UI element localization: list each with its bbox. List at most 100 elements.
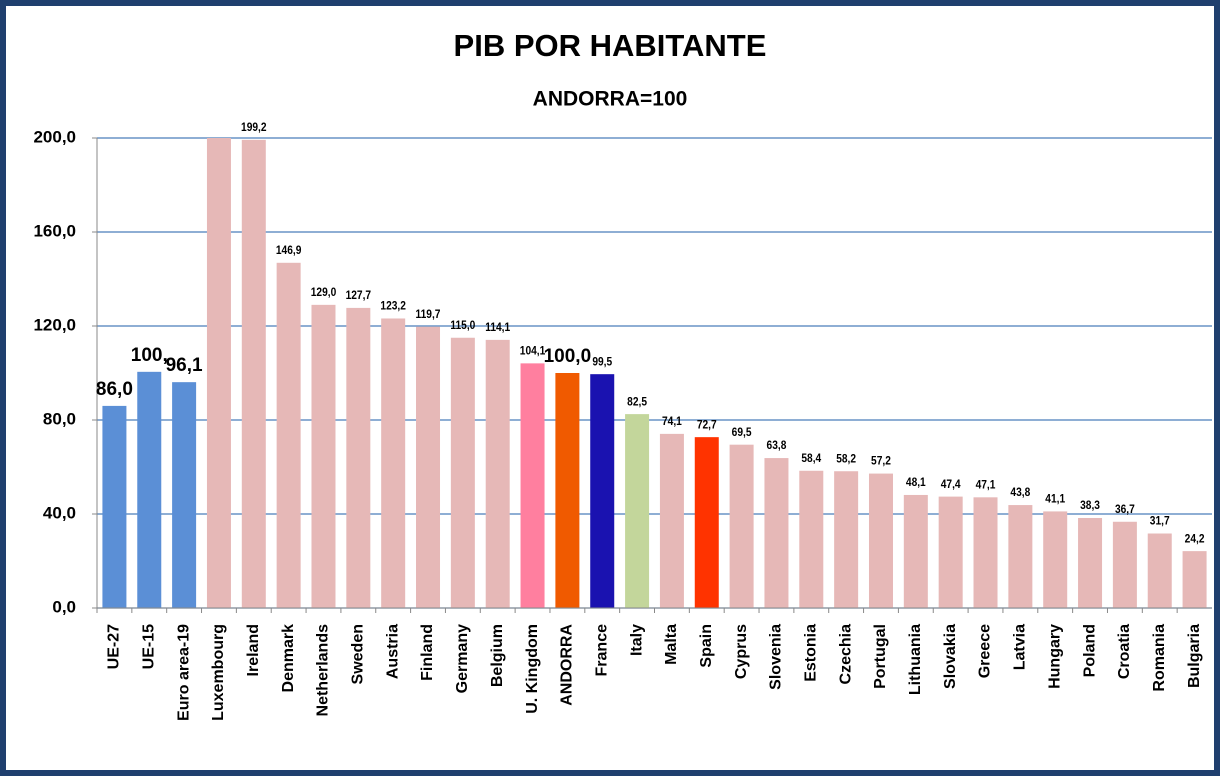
value-label: 119,7 bbox=[416, 308, 441, 321]
value-label: 72,7 bbox=[697, 419, 717, 432]
x-tick-label: Slovakia bbox=[942, 624, 959, 689]
value-label: 74,1 bbox=[662, 415, 682, 428]
y-tick-label: 40,0 bbox=[43, 503, 76, 522]
x-tick-label: Belgium bbox=[489, 624, 506, 687]
x-tick-label: Spain bbox=[698, 624, 715, 668]
x-tick-label: Sweden bbox=[350, 624, 367, 684]
bar bbox=[694, 437, 719, 608]
x-tick-label: Austria bbox=[384, 624, 401, 679]
value-label: 86,0 bbox=[96, 379, 133, 400]
value-label: 63,8 bbox=[767, 440, 787, 453]
x-tick-label: UE-15 bbox=[140, 624, 157, 669]
value-label: 129,0 bbox=[311, 286, 337, 299]
bar bbox=[311, 304, 336, 608]
value-label: 47,1 bbox=[976, 479, 996, 492]
x-tick-label: Portugal bbox=[872, 624, 889, 689]
value-label: 100,0 bbox=[544, 346, 592, 367]
y-tick-label: 80,0 bbox=[43, 409, 76, 428]
bar bbox=[450, 337, 475, 608]
x-tick-label: Romania bbox=[1151, 624, 1168, 692]
x-tick-label: Euro area-19 bbox=[175, 624, 192, 721]
value-label: 96,1 bbox=[166, 355, 203, 376]
x-tick-label: Ireland bbox=[245, 624, 262, 676]
value-label: 69,5 bbox=[732, 426, 752, 439]
x-tick-label: Slovenia bbox=[768, 624, 785, 690]
bar bbox=[102, 405, 127, 608]
bar bbox=[416, 326, 441, 608]
bar bbox=[241, 139, 266, 608]
x-tick-label: Croatia bbox=[1116, 624, 1133, 679]
bar bbox=[1112, 521, 1137, 608]
bar bbox=[1043, 511, 1068, 608]
bar bbox=[799, 470, 824, 608]
value-label: 38,3 bbox=[1080, 499, 1100, 512]
bar bbox=[485, 339, 510, 608]
bar bbox=[1008, 505, 1033, 608]
x-tick-label: Greece bbox=[977, 624, 994, 678]
x-tick-label: France bbox=[593, 624, 610, 677]
bar bbox=[659, 433, 684, 608]
bar bbox=[555, 373, 580, 608]
chart-subtitle: ANDORRA=100 bbox=[533, 88, 688, 111]
bar bbox=[381, 318, 406, 608]
x-tick-label: Latvia bbox=[1012, 624, 1029, 670]
y-tick-label: 160,0 bbox=[33, 221, 76, 240]
bar bbox=[903, 494, 928, 608]
value-label: 57,2 bbox=[871, 455, 891, 468]
value-label: 58,2 bbox=[836, 453, 856, 466]
value-label: 115,0 bbox=[450, 319, 475, 332]
chart-title: PIB POR HABITANTE bbox=[454, 28, 767, 63]
bar bbox=[1147, 533, 1172, 608]
bar bbox=[973, 497, 998, 608]
x-tick-label: Netherlands bbox=[315, 624, 332, 717]
bar bbox=[137, 371, 162, 608]
value-label: 146,9 bbox=[276, 244, 302, 257]
x-tick-label: Denmark bbox=[280, 624, 297, 693]
x-tick-label: Lithuania bbox=[907, 624, 924, 695]
value-label: 41,1 bbox=[1045, 493, 1065, 506]
value-label: 24,2 bbox=[1185, 533, 1205, 546]
value-label: 47,4 bbox=[941, 478, 962, 491]
x-tick-label: U. Kingdom bbox=[524, 624, 541, 714]
y-tick-label: 0,0 bbox=[52, 597, 76, 616]
bar bbox=[346, 307, 371, 608]
value-label: 127,7 bbox=[346, 289, 372, 302]
x-tick-label: Bulgaria bbox=[1186, 624, 1203, 688]
x-tick-label: Estonia bbox=[803, 624, 820, 682]
x-tick-label: Cyprus bbox=[733, 624, 750, 679]
value-label: 99,5 bbox=[592, 356, 612, 369]
value-label: 114,1 bbox=[485, 321, 510, 334]
value-label: 58,4 bbox=[801, 452, 822, 465]
bar bbox=[834, 471, 859, 608]
value-label: 100, bbox=[131, 345, 168, 366]
x-tick-label: Germany bbox=[454, 624, 471, 693]
bar bbox=[1182, 551, 1207, 608]
value-label: 43,8 bbox=[1010, 487, 1030, 500]
bar bbox=[590, 374, 615, 608]
x-tick-label: ANDORRA bbox=[559, 624, 576, 706]
value-label: 31,7 bbox=[1150, 515, 1170, 528]
x-tick-label: Italy bbox=[628, 624, 645, 656]
y-tick-label: 120,0 bbox=[33, 315, 76, 334]
x-tick-label: Finland bbox=[419, 624, 436, 681]
bar bbox=[206, 138, 231, 608]
x-tick-label: Czechia bbox=[837, 624, 854, 685]
value-label: 48,1 bbox=[906, 476, 926, 489]
value-label: 199,2 bbox=[241, 121, 267, 134]
x-tick-label: UE-27 bbox=[106, 624, 123, 669]
bar bbox=[1078, 517, 1103, 608]
bar bbox=[625, 414, 650, 608]
bar bbox=[938, 496, 963, 608]
bar bbox=[520, 363, 545, 608]
x-tick-label: Hungary bbox=[1046, 624, 1063, 689]
x-tick-label: Poland bbox=[1081, 624, 1098, 677]
bar bbox=[868, 473, 893, 608]
x-tick-label: Malta bbox=[663, 624, 680, 665]
bar bbox=[729, 444, 754, 608]
value-label: 36,7 bbox=[1115, 503, 1135, 516]
y-tick-label: 200,0 bbox=[33, 127, 76, 146]
bar bbox=[276, 262, 301, 608]
value-label: 123,2 bbox=[380, 300, 406, 313]
value-label: 104,1 bbox=[520, 345, 546, 358]
